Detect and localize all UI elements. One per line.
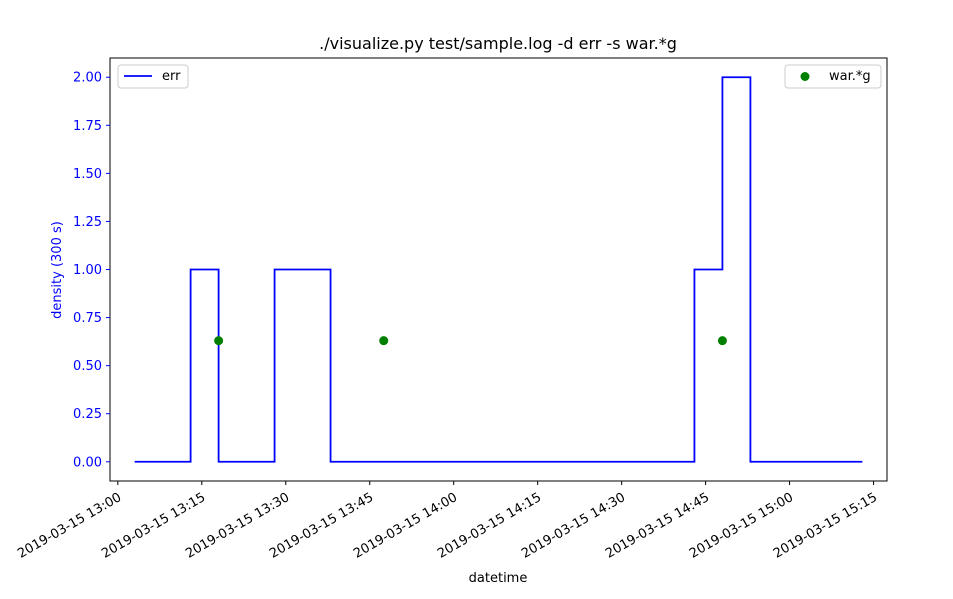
y-tick-label: 1.25 (73, 215, 102, 230)
legend-warg-box (784, 64, 882, 89)
legend-err-label: err (162, 69, 181, 84)
plot-frame (109, 57, 888, 482)
y-tick-label: 2.00 (73, 71, 102, 86)
legend-warg: war.*g (784, 64, 882, 89)
legend-warg-label: war.*g (829, 69, 871, 84)
chart-title: ./visualize.py test/sample.log -d err -s… (319, 34, 677, 53)
err-series-line (134, 76, 863, 463)
warg-point (379, 336, 389, 346)
y-tick-label: 0.25 (73, 407, 102, 422)
x-axis-label: datetime (469, 571, 528, 586)
warg-point (717, 336, 727, 346)
y-tick-label: 1.00 (73, 263, 102, 278)
y-tick-label: 0.75 (73, 311, 102, 326)
y-tick-label: 1.75 (73, 119, 102, 134)
legend-warg-swatch (800, 72, 810, 81)
y-axis: 0.00 0.25 0.50 0.75 1.00 1.25 1.50 1.75 2.00 (73, 71, 110, 470)
y-tick-label: 0.00 (73, 455, 102, 470)
legend-err: err (117, 64, 189, 89)
y-tick-label: 0.50 (73, 359, 102, 374)
y-tick-label: 1.50 (73, 167, 102, 182)
warg-point (214, 336, 224, 346)
plot-area: 0.00 0.25 0.50 0.75 1.00 1.25 1.50 1.75 2.00 201… (15, 57, 888, 562)
series-layer (134, 76, 863, 463)
y-axis-label: density (300 s) (50, 221, 65, 319)
legend-err-box (117, 64, 189, 89)
